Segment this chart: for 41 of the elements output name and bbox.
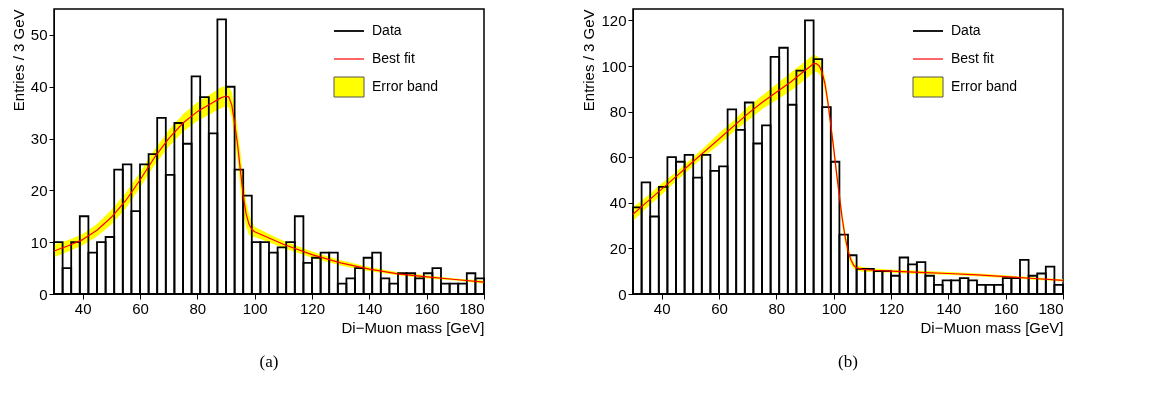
y-tick-label: 40 bbox=[30, 78, 48, 96]
legend-label: Data bbox=[951, 22, 981, 38]
x-tick-label: 120 bbox=[878, 299, 905, 317]
x-tick-label: 140 bbox=[936, 299, 962, 317]
legend-label: Data bbox=[372, 22, 402, 38]
y-tick-label: 40 bbox=[609, 194, 627, 212]
x-tick-label: 60 bbox=[132, 299, 149, 317]
x-tick-label: 160 bbox=[993, 299, 1019, 317]
y-tick-label: 50 bbox=[30, 26, 48, 44]
legend-label: Error band bbox=[951, 78, 1018, 94]
x-tick-label: 180 bbox=[459, 299, 485, 317]
text: (a) bbox=[259, 352, 279, 371]
x-axis-title: Di−Muon mass [GeV] bbox=[341, 318, 485, 336]
y-tick-label: 20 bbox=[609, 239, 627, 257]
y-tick-label: 80 bbox=[609, 103, 627, 121]
legend-label: Best fit bbox=[372, 50, 415, 66]
x-tick-label: 140 bbox=[357, 299, 383, 317]
x-axis-title: Di−Muon mass [GeV] bbox=[920, 318, 1064, 336]
x-tick-label: 80 bbox=[189, 299, 207, 317]
x-tick-label: 120 bbox=[299, 299, 326, 317]
y-tick-label: 30 bbox=[30, 130, 48, 148]
x-tick-label: 100 bbox=[242, 299, 268, 317]
y-tick-label: 0 bbox=[39, 285, 48, 303]
x-tick-label: 80 bbox=[768, 299, 786, 317]
y-tick-label: 100 bbox=[601, 57, 627, 75]
x-tick-label: 60 bbox=[711, 299, 728, 317]
y-axis-title: Entries / 3 GeV bbox=[580, 9, 598, 112]
x-tick-label: 40 bbox=[74, 299, 92, 317]
y-tick-label: 120 bbox=[601, 11, 627, 29]
x-tick-label: 40 bbox=[653, 299, 671, 317]
x-tick-label: 100 bbox=[821, 299, 847, 317]
text: (b) bbox=[838, 352, 858, 371]
x-tick-label: 180 bbox=[1038, 299, 1064, 317]
y-tick-label: 20 bbox=[30, 181, 48, 199]
y-axis-title: Entries / 3 GeV bbox=[9, 9, 27, 112]
legend-label: Error band bbox=[372, 78, 439, 94]
y-tick-label: 60 bbox=[609, 148, 627, 166]
legend-label: Best fit bbox=[951, 50, 994, 66]
y-tick-label: 0 bbox=[618, 285, 627, 303]
y-tick-label: 10 bbox=[30, 233, 48, 251]
x-tick-label: 160 bbox=[414, 299, 440, 317]
